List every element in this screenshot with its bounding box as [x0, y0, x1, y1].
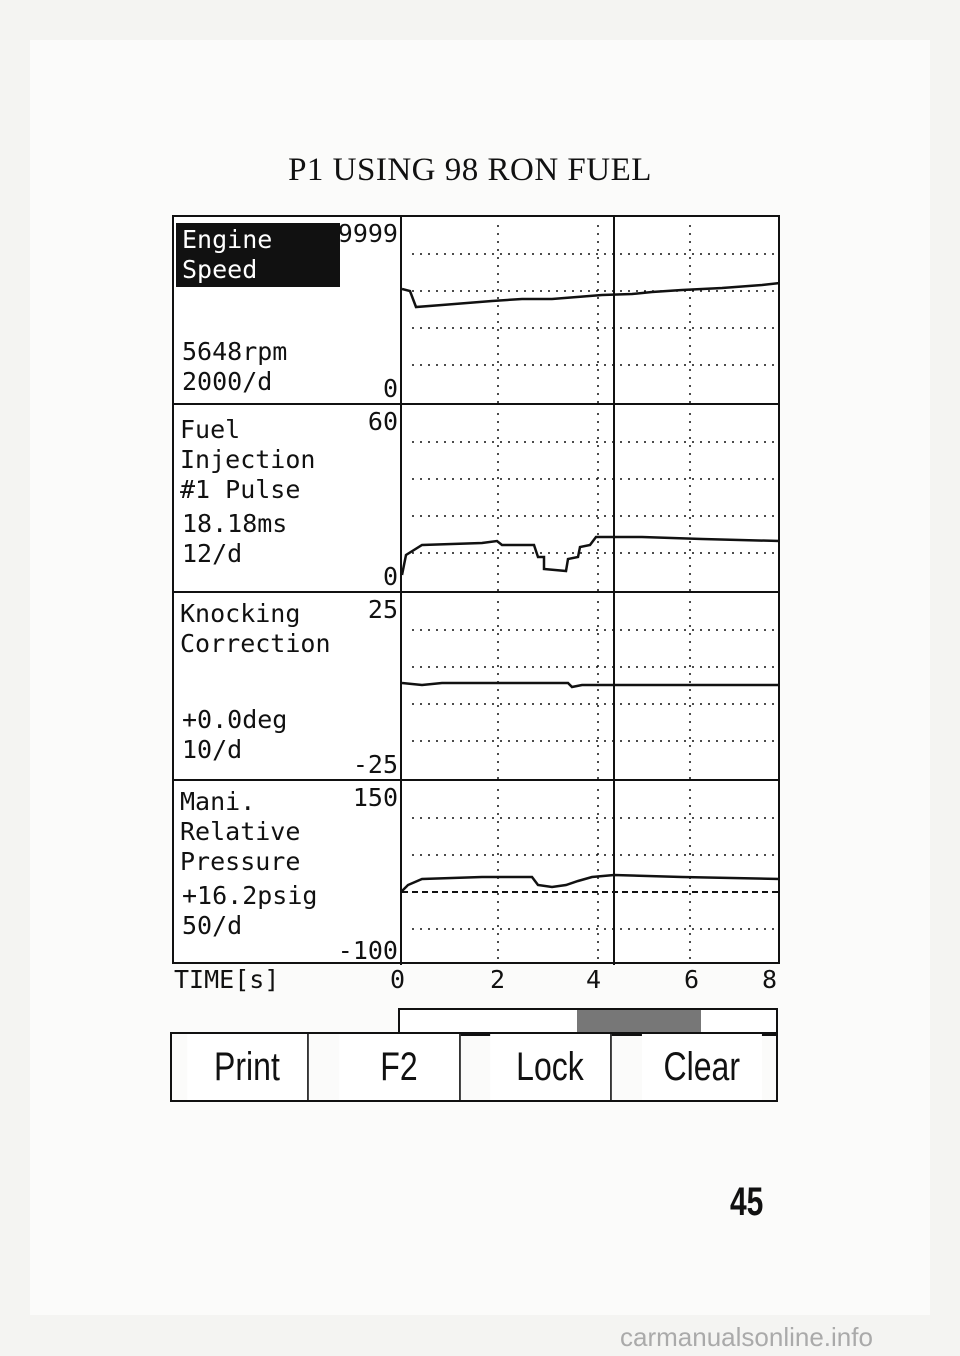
trace-plot — [400, 217, 780, 403]
scan-tool-screen: Engine Speed 5648rpm 2000/d 9999 0 — [172, 215, 780, 965]
trace-plot — [400, 593, 780, 779]
f2-button[interactable]: F2 — [338, 1034, 460, 1100]
label-line: Engine — [182, 225, 273, 254]
panel-label-knocking-correction: Knocking Correction — [180, 599, 331, 659]
axis-max: 60 — [367, 407, 398, 436]
label-line: Knocking — [180, 599, 301, 628]
panel-knocking-correction[interactable]: Knocking Correction +0.0deg 10/d 25 -25 — [174, 593, 780, 781]
label-line: Pressure — [180, 847, 301, 876]
time-axis: TIME[s] 0 2 4 6 8 — [172, 965, 778, 997]
label-line: Injection — [180, 445, 316, 474]
scale-value: 10/d — [182, 735, 243, 764]
current-value: +0.0deg — [182, 705, 288, 734]
label-line: Relative — [180, 817, 301, 846]
print-button[interactable]: Print — [187, 1034, 309, 1100]
scroll-thumb[interactable] — [576, 1010, 701, 1034]
panel-fuel-injection[interactable]: Fuel Injection #1 Pulse 18.18ms 12/d 60 … — [174, 405, 780, 593]
time-axis-label: TIME[s] — [174, 965, 280, 994]
scale-value: 50/d — [182, 911, 243, 940]
panel-manifold-pressure[interactable]: Mani. Relative Pressure +16.2psig 50/d 1… — [174, 781, 780, 965]
axis-min: -100 — [337, 936, 398, 965]
time-tick: 2 — [490, 965, 506, 994]
clear-button[interactable]: Clear — [641, 1034, 762, 1100]
trace-plot — [400, 405, 780, 591]
panel-label-fuel-injection: Fuel Injection #1 Pulse — [180, 415, 315, 505]
label-line: Speed — [182, 255, 258, 284]
page-title: P1 USING 98 RON FUEL — [288, 152, 652, 188]
lock-button[interactable]: Lock — [490, 1034, 612, 1100]
current-value: 5648rpm — [182, 337, 288, 366]
scale-value: 12/d — [182, 539, 243, 568]
panel-label-manifold-pressure: Mani. Relative Pressure — [180, 787, 300, 877]
time-tick: 0 — [390, 965, 406, 994]
axis-max: 150 — [352, 783, 398, 812]
time-tick: 4 — [586, 965, 602, 994]
scale-value: 2000/d — [182, 367, 273, 396]
label-line: Fuel — [180, 415, 241, 444]
time-scroll-bar[interactable] — [398, 1008, 778, 1036]
axis-max: 9999 — [337, 219, 398, 248]
axis-min: -25 — [352, 750, 398, 779]
label-line: #1 Pulse — [180, 475, 301, 504]
panel-engine-speed[interactable]: Engine Speed 5648rpm 2000/d 9999 0 — [174, 217, 780, 405]
time-tick: 8 — [762, 965, 778, 994]
watermark: carmanualsonline.info — [620, 1322, 873, 1352]
axis-max: 25 — [367, 595, 398, 624]
axis-min: 0 — [382, 562, 398, 591]
page-number: 45 — [730, 1180, 764, 1224]
current-value: +16.2psig — [182, 881, 318, 910]
label-line: Correction — [180, 629, 331, 658]
trace-plot — [400, 781, 780, 965]
time-tick: 6 — [684, 965, 700, 994]
function-key-bar: Print F2 Lock Clear — [170, 1032, 778, 1102]
label-line: Mani. — [180, 787, 256, 816]
current-value: 18.18ms — [182, 509, 288, 538]
axis-min: 0 — [382, 374, 398, 403]
panel-label-engine-speed: Engine Speed — [176, 223, 340, 287]
